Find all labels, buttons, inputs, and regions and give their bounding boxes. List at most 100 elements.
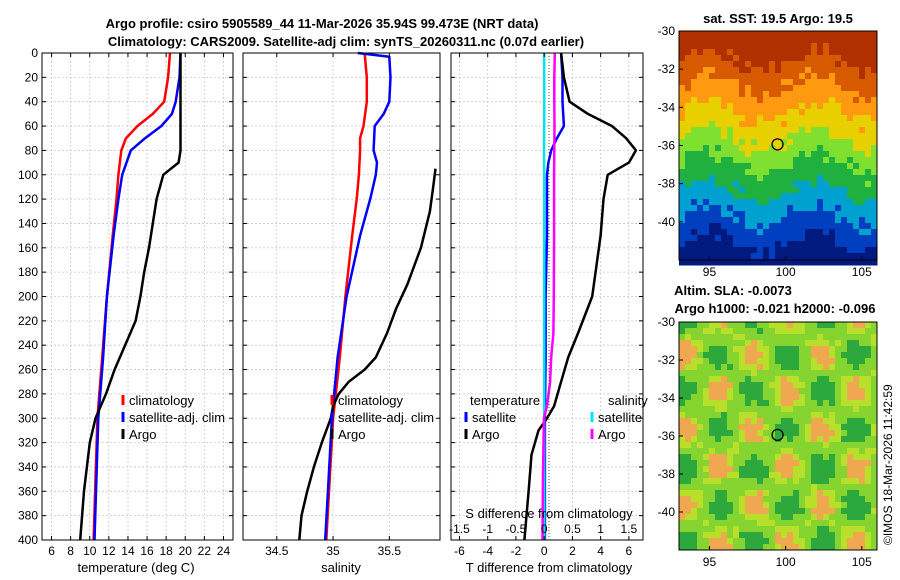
map-cell bbox=[799, 229, 806, 236]
map-cell bbox=[823, 79, 830, 86]
legend-label: climatology bbox=[129, 393, 195, 408]
temperature-xlabel: temperature (deg C) bbox=[77, 560, 194, 575]
map-cell bbox=[709, 454, 716, 461]
map-cell bbox=[763, 133, 770, 140]
map-cell bbox=[787, 31, 794, 38]
map-cell bbox=[805, 67, 812, 74]
map-cell bbox=[781, 478, 788, 485]
map-cell bbox=[751, 322, 758, 329]
map-cell bbox=[697, 91, 704, 98]
map-cell bbox=[775, 121, 782, 128]
map-cell bbox=[871, 115, 878, 122]
map-cell bbox=[691, 55, 698, 62]
map-cell bbox=[709, 502, 716, 509]
map-cell bbox=[739, 490, 746, 497]
map-cell bbox=[757, 358, 764, 365]
map-cell bbox=[805, 520, 812, 527]
map-cell bbox=[865, 346, 872, 353]
map-cell bbox=[763, 508, 770, 515]
map-cell bbox=[847, 133, 854, 140]
map-cell bbox=[859, 175, 866, 182]
map-cell bbox=[757, 508, 764, 515]
map-cell bbox=[817, 151, 824, 158]
map-cell bbox=[811, 205, 818, 212]
map-cell bbox=[769, 145, 776, 152]
map-cell bbox=[709, 121, 716, 128]
map-cell bbox=[823, 508, 830, 515]
map-cell bbox=[685, 400, 692, 407]
map-cell bbox=[769, 514, 776, 521]
map-cell bbox=[853, 364, 860, 371]
map-cell bbox=[865, 97, 872, 104]
map-cell bbox=[841, 223, 848, 230]
map-cell bbox=[787, 364, 794, 371]
map-cell bbox=[805, 544, 812, 551]
map-cell bbox=[763, 73, 770, 80]
map-cell bbox=[739, 127, 746, 134]
map-cell bbox=[769, 418, 776, 425]
map-cell bbox=[703, 97, 710, 104]
map-cell bbox=[727, 328, 734, 335]
map-cell bbox=[697, 400, 704, 407]
map-cell bbox=[835, 466, 842, 473]
map-cell bbox=[823, 259, 830, 266]
map-cell bbox=[691, 424, 698, 431]
map-cell bbox=[835, 430, 842, 437]
map-cell bbox=[841, 247, 848, 254]
map-cell bbox=[715, 151, 722, 158]
map-cell bbox=[841, 502, 848, 509]
map-cell bbox=[703, 211, 710, 218]
map-cell bbox=[859, 91, 866, 98]
map-cell bbox=[757, 466, 764, 473]
map-cell bbox=[871, 520, 878, 527]
map-cell bbox=[817, 502, 824, 509]
map-cell bbox=[709, 109, 716, 116]
map-cell bbox=[685, 490, 692, 497]
map-cell bbox=[871, 73, 878, 80]
map-cell bbox=[811, 139, 818, 146]
map-cell bbox=[685, 454, 692, 461]
map-cell bbox=[853, 484, 860, 491]
map-cell bbox=[727, 448, 734, 455]
map-cell bbox=[781, 442, 788, 449]
map-cell bbox=[829, 31, 836, 38]
map-cell bbox=[871, 211, 878, 218]
map-cell bbox=[853, 145, 860, 152]
map-cell bbox=[799, 400, 806, 407]
map-cell bbox=[709, 43, 716, 50]
map-cell bbox=[811, 253, 818, 260]
map-cell bbox=[781, 79, 788, 86]
map-cell bbox=[709, 478, 716, 485]
x-tick-label: 16 bbox=[140, 544, 154, 558]
map-cell bbox=[787, 436, 794, 443]
map-cell bbox=[739, 91, 746, 98]
map-cell bbox=[829, 61, 836, 68]
map-cell bbox=[841, 430, 848, 437]
map-cell bbox=[787, 109, 794, 116]
map-cell bbox=[811, 235, 818, 242]
map-cell bbox=[763, 388, 770, 395]
map-cell bbox=[715, 73, 722, 80]
map-cell bbox=[805, 430, 812, 437]
map-cell bbox=[793, 181, 800, 188]
map-cell bbox=[715, 157, 722, 164]
map-cell bbox=[721, 358, 728, 365]
map-cell bbox=[805, 43, 812, 50]
map-cell bbox=[811, 484, 818, 491]
map-cell bbox=[763, 406, 770, 413]
map-cell bbox=[679, 223, 686, 230]
map-cell bbox=[787, 253, 794, 260]
map-cell bbox=[697, 376, 704, 383]
map-cell bbox=[739, 352, 746, 359]
map-cell bbox=[709, 514, 716, 521]
map-cell bbox=[679, 199, 686, 206]
map-cell bbox=[823, 217, 830, 224]
map-cell bbox=[763, 67, 770, 74]
map-cell bbox=[721, 520, 728, 527]
map-cell bbox=[811, 247, 818, 254]
map-cell bbox=[691, 229, 698, 236]
map-cell bbox=[793, 370, 800, 377]
map-cell bbox=[805, 436, 812, 443]
map-cell bbox=[847, 157, 854, 164]
map-cell bbox=[757, 472, 764, 479]
